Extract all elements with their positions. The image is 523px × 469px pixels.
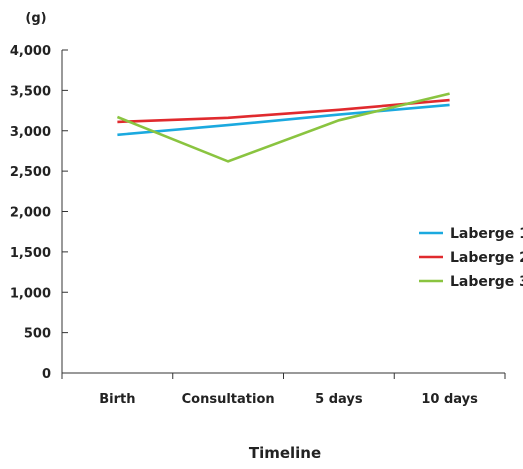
series-lines — [116, 92, 450, 163]
y-tick-label-4: 2,000 — [10, 206, 51, 221]
y-tick-label-2: 1,000 — [10, 286, 51, 301]
series-line-3 — [116, 92, 450, 163]
x-tick-label-3: 10 days — [421, 392, 478, 407]
series-line-1 — [117, 103, 450, 137]
x-tick-label-1: Consultation — [182, 392, 275, 407]
x-axis-title: Timeline — [249, 444, 321, 462]
y-tick-label-0: 0 — [42, 367, 51, 382]
y-tick-label-7: 3,500 — [10, 84, 51, 99]
x-tick-label-2: 5 days — [315, 392, 363, 407]
x-axis: Birth Consultation 5 days 10 days — [61, 372, 506, 407]
y-tick-label-1: 500 — [24, 327, 51, 342]
legend-label-1: Laberge 1 — [450, 226, 523, 242]
y-unit-label: (g) — [25, 11, 46, 26]
legend-label-2: Laberge 2 — [450, 250, 523, 266]
series-line-2 — [117, 98, 450, 124]
legend-label-3: Laberge 3 — [450, 274, 523, 290]
x-tick-label-0: Birth — [99, 392, 135, 407]
y-tick-label-5: 2,500 — [10, 165, 51, 180]
legend: Laberge 1 Laberge 2 Laberge 3 — [419, 226, 523, 290]
y-tick-label-3: 1,500 — [10, 246, 51, 261]
y-tick-label-8: 4,000 — [10, 44, 51, 59]
y-tick-label-6: 3,000 — [10, 125, 51, 140]
y-axis: 0 500 1,000 1,500 2,000 2,500 3,000 3,500 4,000 — [10, 44, 68, 382]
